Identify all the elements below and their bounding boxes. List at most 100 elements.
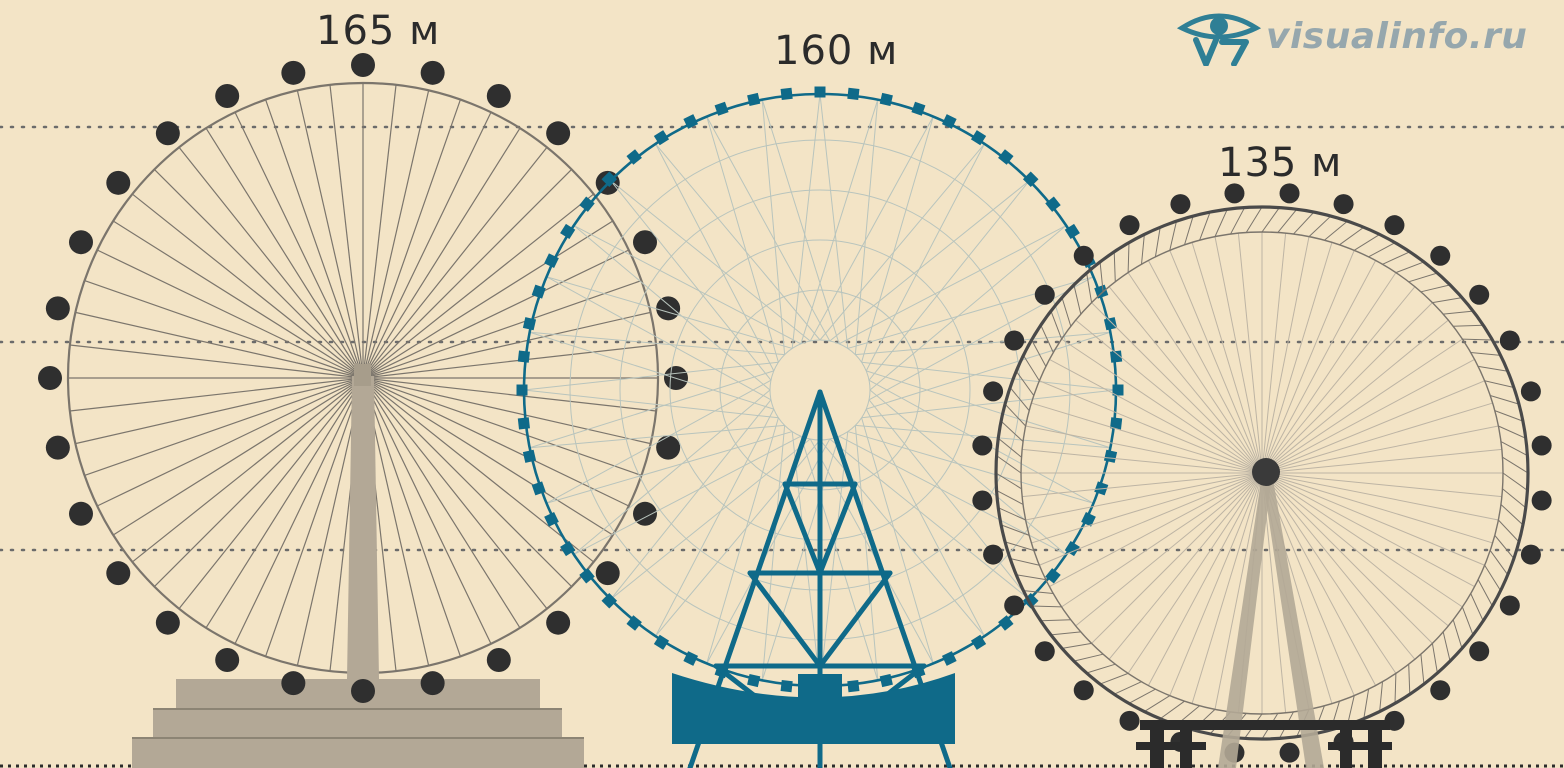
wheel-165m-spoke (362, 377, 630, 507)
wheel-135m-capsule (1073, 245, 1094, 266)
wheel-135m-truss-strut (1086, 272, 1093, 303)
wheel-165m-capsule (633, 230, 658, 255)
wheel-165m-spoke (84, 377, 364, 476)
wheel-135m-truss-strut (1050, 631, 1081, 636)
wheel-135m-truss-strut (1016, 574, 1046, 581)
wheel-135m-truss-strut (1394, 673, 1397, 704)
wheel-135m-spoke (1214, 236, 1263, 474)
wheel-160m-capsule (970, 634, 987, 650)
wheel-165m-spoke (362, 84, 397, 379)
wheel-165m-capsule (351, 53, 375, 77)
wheel-165m-capsule (38, 366, 62, 390)
watermark-logo: visualinfo.ru (1176, 6, 1527, 66)
wheel-135m-spoke (1261, 236, 1310, 474)
wheel-135m-truss-strut (1127, 242, 1130, 273)
wheel-165m-capsule (420, 60, 445, 85)
wheel-160m-capsule (579, 196, 595, 212)
wheel-135m-spoke (1127, 472, 1263, 674)
wheel-160m-spoke (573, 389, 771, 555)
wheel-160m-capsule (1110, 350, 1123, 363)
wheel-165m-spoke (75, 377, 364, 445)
wheel-135m-spoke (1261, 425, 1499, 474)
wheel-165m-spoke (96, 249, 364, 379)
wheel-165m-spoke (265, 377, 364, 657)
wheel-135m-truss-strut (1498, 425, 1526, 439)
wheel-165m-spoke (69, 344, 364, 379)
wheel-165m-spoke (329, 84, 364, 379)
wheel-135m-truss-strut (1470, 593, 1484, 621)
wheel-135m-truss-strut (1004, 541, 1034, 551)
wheel-160m-capsule (879, 92, 893, 107)
wheel-160m-spoke (573, 435, 802, 555)
wheel-135m-truss-strut (1009, 387, 1030, 411)
wheel-135m-truss-strut (1184, 215, 1194, 245)
wheel-135m-truss-strut (1500, 441, 1528, 457)
wheel-135m-capsule (1034, 284, 1055, 305)
wheel-160m-capsules (516, 86, 1124, 694)
wheel-135m-truss-strut (1023, 355, 1040, 382)
wheel-135m-truss-strut (1490, 395, 1520, 405)
wheel-135m-truss-strut (1420, 284, 1451, 293)
wheel-160m-spoke (706, 438, 831, 664)
wheel-165m-spoke (265, 99, 364, 379)
wheel-165m-height-label: 165 м (316, 8, 441, 54)
wheel-160m-capsule (579, 568, 595, 584)
wheel-165m-capsule (656, 296, 681, 321)
base-step-middle (153, 708, 562, 739)
wheel-160m-capsule (683, 114, 699, 129)
wheel-165m-spoke (362, 168, 573, 379)
wheel-165m-capsule (595, 561, 620, 586)
wheel-135m-truss-strut (1368, 242, 1396, 258)
wheel-165m-spoke (362, 377, 573, 588)
wheel-135m-spoke (1108, 286, 1263, 474)
wheel-160m-spoke (610, 180, 811, 342)
wheel-135m (972, 183, 1552, 768)
wheel-135m-spoke (1261, 472, 1449, 627)
wheel-160m-capsule (517, 350, 530, 363)
wheel-135m-truss-strut (1494, 535, 1515, 559)
wheel-135m-capsule (1333, 194, 1354, 215)
wheel-165m-capsule (656, 435, 681, 460)
wheel-160m-height-label: 160 м (774, 28, 899, 74)
wheel-135m-spoke (1022, 448, 1263, 474)
wheel-135m-truss-strut (1000, 524, 1030, 536)
wheel-135m-spoke (1261, 472, 1416, 660)
wheel-160m-spoke (847, 431, 1094, 504)
wheel-160m-spoke (761, 99, 840, 344)
wheel-135m-spoke (1261, 472, 1493, 544)
wheel-135m-truss-strut (1363, 689, 1370, 719)
wheel-135m-truss-strut (1420, 654, 1425, 685)
wheel-165m-spoke (178, 146, 364, 379)
wheel-135m-rim-outer (994, 205, 1530, 741)
wheel-135m-capsule (1170, 194, 1191, 215)
wheel-160m-spoke (706, 417, 779, 664)
wheel-160m-spoke (800, 436, 879, 681)
wheel-160m-capsule (560, 223, 576, 240)
wheel-165m-capsule (215, 648, 240, 673)
wheel-160m-station-block (798, 674, 842, 704)
wheel-135m-truss-strut (1031, 339, 1047, 367)
wheel-135m-spoke (1031, 402, 1263, 474)
wheel-165m-spoke (205, 127, 364, 379)
wheel-160m-capsule (1103, 449, 1118, 463)
wheel-165m-spoke (362, 377, 642, 476)
wheel-135m-base-frame (1136, 720, 1392, 768)
wheel-165m-capsule (281, 671, 306, 696)
wheel-165m-capsule (106, 170, 131, 195)
wheel-135m-truss-strut (1214, 209, 1228, 237)
wheel-135m-truss-strut (1484, 564, 1501, 591)
wheel-160m-capsule (522, 317, 537, 331)
wheel-165m-spoke (362, 127, 521, 379)
wheel-135m-truss-strut (1308, 215, 1332, 237)
wheel-135m-spoke (1261, 472, 1502, 498)
wheel-135m-truss-strut (1061, 642, 1092, 649)
wheel-135m-truss-strut (1462, 338, 1493, 341)
wheel-165m-spoke (131, 377, 364, 563)
wheel-160m-spoke (761, 99, 786, 355)
wheel-165m-spoke (362, 99, 461, 379)
wheel-165m-spoke (362, 377, 548, 610)
wheel-160m-spoke (861, 417, 934, 664)
wheel-165m-spoke (362, 111, 492, 379)
wheel-160m-capsule (544, 253, 559, 269)
wheel-160m-capsule (1094, 284, 1109, 299)
